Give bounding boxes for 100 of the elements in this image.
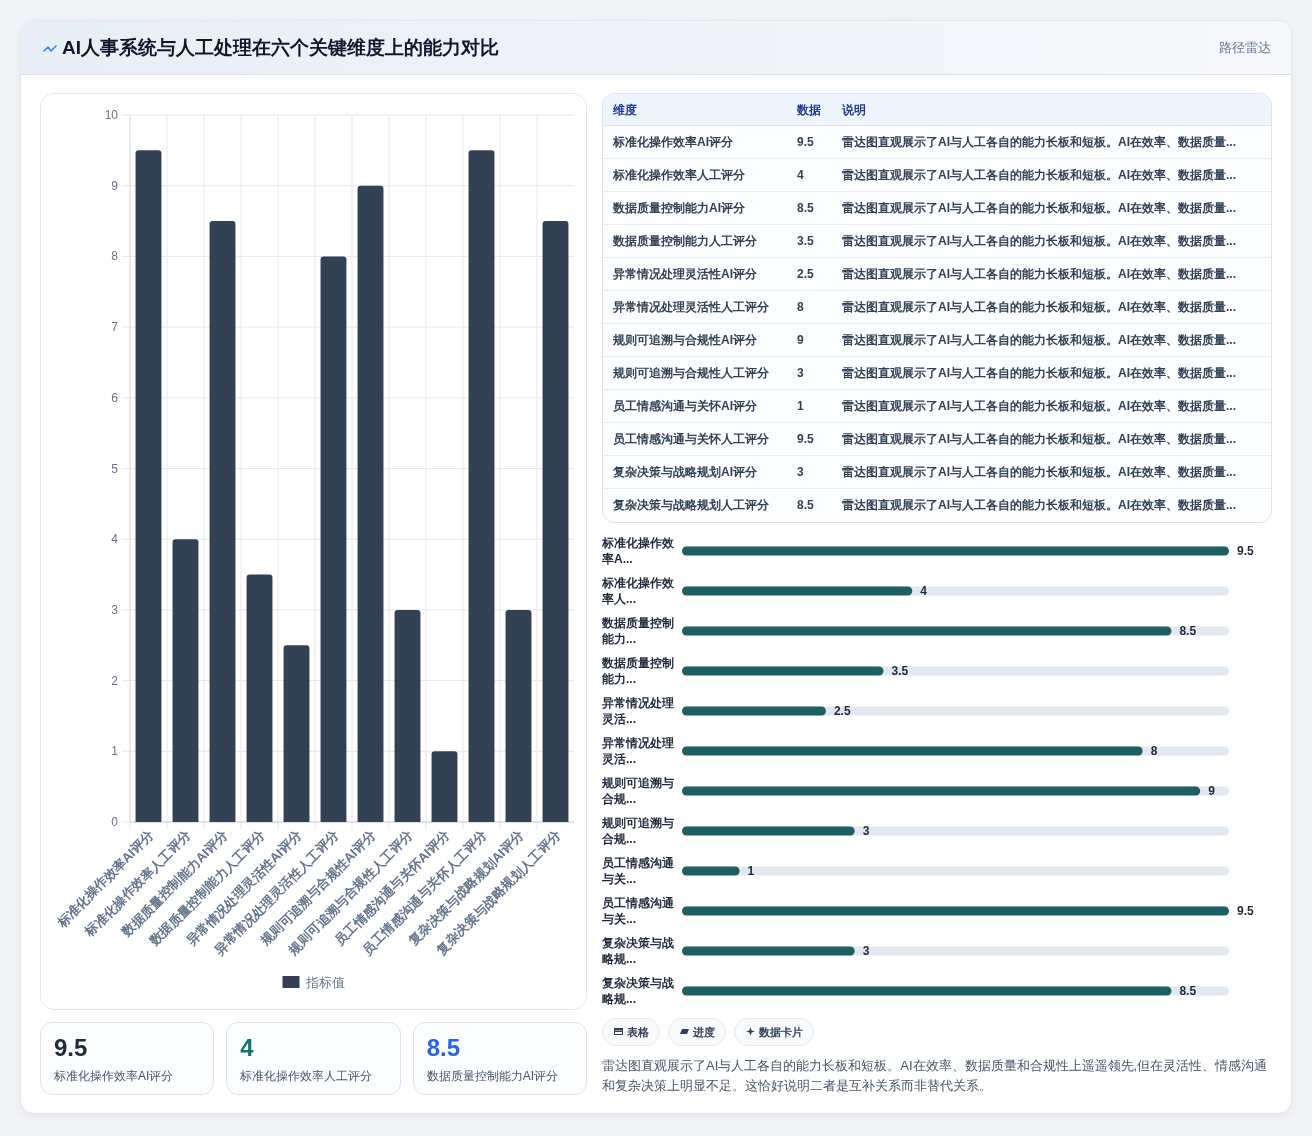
- category-label: 异常情况处理灵活性人工评分: [613, 299, 769, 316]
- y-tick-label: 标准化操作效率人...: [602, 575, 675, 607]
- category-label: 员工情感沟通与关怀人工评分: [613, 431, 769, 448]
- bar: [431, 751, 458, 822]
- y-tick-label: 规则可追溯与合规...: [602, 775, 675, 807]
- text: 数据: [797, 102, 821, 119]
- data-label: 4: [920, 584, 928, 598]
- y-tick-label: 员工情感沟通与关...: [602, 855, 675, 887]
- bar: [172, 539, 199, 822]
- data-label: 8.5: [426, 1034, 461, 1062]
- bar: [246, 574, 273, 822]
- data-label: 8: [1150, 744, 1158, 758]
- y-tick-label: 7: [111, 320, 119, 335]
- y-tick-label: 异常情况处理灵活...: [602, 735, 675, 767]
- bar: [682, 946, 855, 956]
- data-label: 8.5: [1179, 624, 1197, 638]
- bar: [209, 221, 236, 822]
- text: 雷达图直观展示了AI与人工各自的能力长板和短板。AI在效率、数据质量...: [842, 332, 1237, 349]
- data-label: 8.5: [797, 497, 814, 514]
- data-label: 3: [862, 944, 870, 958]
- category-label: 标准化操作效率AI评分: [54, 1068, 174, 1084]
- y-tick-label: 复杂决策与战略规...: [602, 975, 675, 1007]
- text: 雷达图直观展示了AI与人工各自的能力长板和短板。AI在效率、数据质量...: [842, 497, 1237, 514]
- y-tick-label: 员工情感沟通与关...: [602, 895, 675, 927]
- data-label: 9.5: [797, 431, 814, 448]
- category-label: 数据质量控制能力人工评分: [613, 233, 757, 250]
- category-label: 员工情感沟通与关怀AI评分: [613, 398, 757, 415]
- text: 路径雷达: [1219, 39, 1271, 57]
- data-label: 4: [797, 167, 804, 184]
- text: 雷达图直观展示了AI与人工各自的能力长板和短板。AI在效率、数据质量...: [842, 266, 1237, 283]
- y-tick-label: 规则可追溯与合规...: [602, 815, 675, 847]
- y-tick-label: 0: [111, 815, 119, 829]
- category-label: 规则可追溯与合规性人工评分: [613, 365, 769, 382]
- data-label: 3: [797, 365, 804, 382]
- y-tick-label: 9: [111, 178, 119, 193]
- text: 雷达图直观展示了AI与人工各自的能力长板和短板。AI在效率、数据质量...: [842, 134, 1237, 151]
- bar: [320, 256, 347, 822]
- text: 数据卡片: [734, 1018, 814, 1046]
- text: 进度: [668, 1018, 726, 1046]
- data-label: 1: [797, 398, 804, 415]
- data-label: 8.5: [797, 200, 814, 217]
- data-label: 9: [797, 332, 804, 349]
- y-tick-label: 标准化操作效率A...: [602, 535, 675, 567]
- category-label: 复杂决策与战略规划AI评分: [613, 464, 757, 481]
- data-label: 8.5: [1179, 984, 1197, 998]
- category-label: 标准化操作效率AI评分: [613, 134, 733, 151]
- bar: [682, 826, 855, 836]
- data-label: 3: [862, 824, 870, 838]
- y-tick-label: 4: [111, 532, 119, 547]
- text: AI人事系统与人工处理在六个关键维度上的能力对比: [62, 36, 499, 60]
- bar: [682, 866, 740, 876]
- text: 雷达图直观展示了AI与人工各自的能力长板和短板。AI在效率、数据质量...: [842, 365, 1237, 382]
- y-tick-label: 3: [111, 602, 119, 617]
- text: 雷达图直观展示了AI与人工各自的能力长板和短板。AI在效率、数据质量...: [842, 299, 1237, 316]
- text: 雷达图直观展示了AI与人工各自的能力长板和短板。AI在效率、数据质量...: [842, 233, 1237, 250]
- text: 雷达图直观展示了AI与人工各自的能力长板和短板。AI在效率、数据质量...: [842, 167, 1237, 184]
- y-tick-label: 8: [111, 249, 119, 264]
- data-label: 4: [240, 1034, 254, 1062]
- y-tick-label: 10: [104, 108, 119, 122]
- text: 雷达图直观展示了AI与人工各自的能力长板和短板。AI在效率、数据质量...: [842, 464, 1237, 481]
- data-label: 9.5: [54, 1034, 88, 1062]
- data-label: 9.5: [1237, 904, 1255, 918]
- text: 说明: [842, 102, 866, 119]
- y-tick-label: 1: [111, 744, 119, 759]
- category-label: 数据质量控制能力AI评分: [426, 1068, 558, 1084]
- y-tick-label: 复杂决策与战略规...: [602, 935, 675, 967]
- text: 雷达图直观展示了AI与人工各自的能力长板和短板。AI在效率、数据质量...: [842, 431, 1237, 448]
- bar: [283, 645, 310, 822]
- y-tick-label: 2: [111, 673, 119, 688]
- data-label: 3.5: [797, 233, 814, 250]
- category-label: 数据质量控制能力AI评分: [613, 200, 745, 217]
- text: 雷达图直观展示了AI与人工各自的能力长板和短板。AI在效率、数据质量...: [842, 398, 1237, 415]
- data-label: 2.5: [797, 266, 814, 283]
- data-label: 9: [1208, 784, 1216, 798]
- y-tick-label: 5: [111, 461, 119, 476]
- text: 雷达图直观展示了AI与人工各自的能力长板和短板。AI在效率、数据质量...: [842, 200, 1237, 217]
- bar: [135, 150, 162, 822]
- bar: [505, 609, 532, 822]
- data-label: 8: [797, 299, 804, 316]
- bar: [357, 185, 384, 822]
- bar: [682, 706, 826, 716]
- category-label: 标准化操作效率人工评分: [613, 167, 745, 184]
- y-tick-label: 异常情况处理灵活...: [602, 695, 675, 727]
- category-label: 标准化操作效率人工评分: [240, 1068, 373, 1084]
- y-tick-label: 数据质量控制能力...: [602, 655, 675, 687]
- data-label: 9.5: [1237, 544, 1255, 558]
- y-tick-label: 6: [111, 390, 119, 405]
- text: 维度: [613, 102, 637, 119]
- y-tick-label: 数据质量控制能力...: [602, 615, 675, 647]
- legend-label: 指标值: [304, 975, 345, 990]
- text: 雷达图直观展示了AI与人工各自的能力长板和短板。AI在效率、数据质量和合规性上遥遥领先,但在灵活性、情感沟通和复杂决策上明显不足。这恰好说明二者是互补关系而非替代关系。: [602, 1057, 1269, 1095]
- data-label: 2.5: [833, 704, 851, 718]
- bar: [468, 150, 495, 822]
- data-label: 1: [747, 864, 755, 878]
- category-label: 复杂决策与战略规划人工评分: [613, 497, 769, 514]
- bar: [394, 609, 421, 822]
- category-label: 异常情况处理灵活性AI评分: [613, 266, 757, 283]
- text: 表格: [602, 1018, 660, 1046]
- bar: [542, 221, 569, 822]
- data-label: 9.5: [797, 134, 814, 151]
